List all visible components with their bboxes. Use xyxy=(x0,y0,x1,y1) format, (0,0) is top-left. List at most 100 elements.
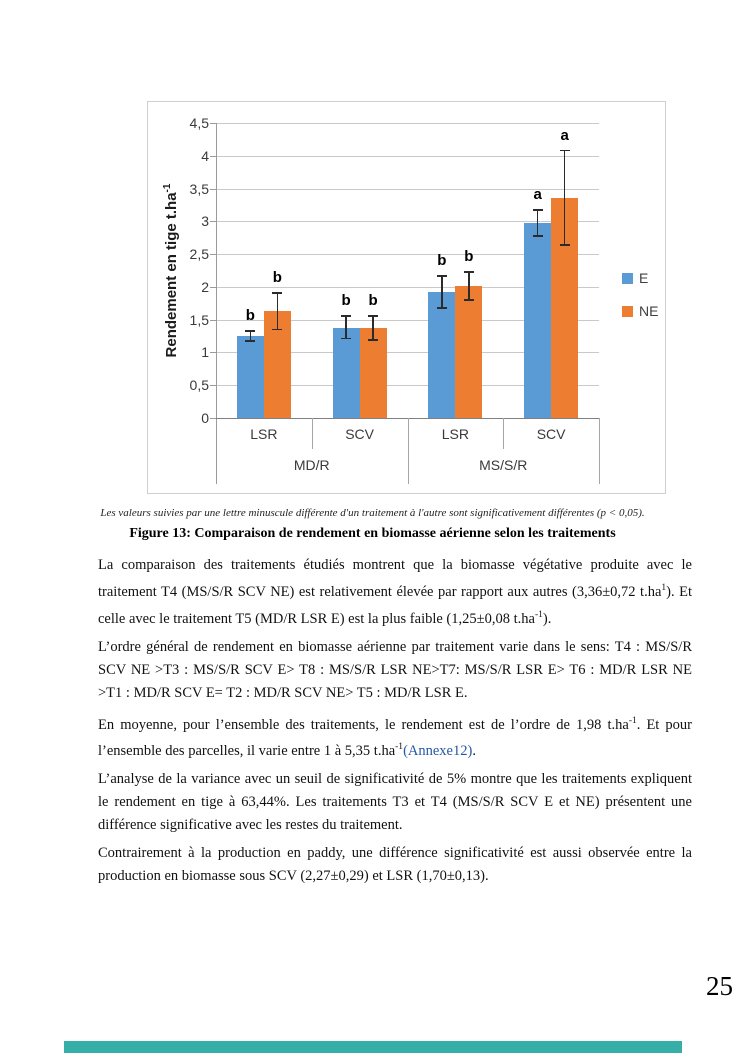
significance-letter: b xyxy=(245,306,255,324)
y-axis-tick xyxy=(210,188,216,190)
significance-letter: b xyxy=(464,248,474,266)
e-series-swatch xyxy=(622,273,633,284)
paragraph: Contrairement à la production en paddy, … xyxy=(98,842,692,888)
legend-item-e: E xyxy=(622,270,648,286)
gridline xyxy=(216,352,599,354)
text-segment: La comparaison des traitements étudiés m… xyxy=(98,557,692,600)
annexe-link[interactable]: (Annexe12) xyxy=(403,743,473,760)
y-tick-label: 1,5 xyxy=(189,311,209,328)
text-segment: L’ordre général de rendement en biomasse… xyxy=(98,638,692,701)
error-bar-cap xyxy=(559,149,570,152)
significance-letter: b xyxy=(272,268,282,286)
y-axis-tick xyxy=(210,385,216,387)
error-bar-line xyxy=(563,150,566,245)
category-label: SCV xyxy=(536,426,566,442)
text-segment: En moyenne, pour l’ensemble des traiteme… xyxy=(98,716,629,733)
y-axis-tick xyxy=(210,123,216,124)
page-number: 25 xyxy=(706,971,733,1001)
significance-letter: b xyxy=(341,292,351,310)
paragraph: L’analyse de la variance avec un seuil d… xyxy=(98,768,692,837)
y-tick-label: 3 xyxy=(201,213,209,230)
category-label: LSR xyxy=(250,426,278,442)
category-divider xyxy=(503,418,505,449)
figure13-chart: Rendement en tige t.ha-1 0 0,5 1 1,5 2 2,5 3 3,… xyxy=(147,101,666,494)
error-bar-cap xyxy=(463,299,474,301)
error-bar-cap xyxy=(436,275,447,278)
error-bar-cap xyxy=(272,328,283,331)
error-bar-line xyxy=(345,316,347,339)
error-bar-line xyxy=(536,210,539,237)
category-divider xyxy=(599,418,600,484)
y-tick-label: 0 xyxy=(201,410,209,426)
error-bar-cap xyxy=(368,315,379,318)
group-label: MS/S/R xyxy=(479,457,528,473)
legend-label: NE xyxy=(639,303,659,319)
error-bar-line xyxy=(276,292,279,330)
superscript: -1 xyxy=(534,609,543,620)
bottom-accent-bar xyxy=(64,1041,682,1053)
error-bar-cap xyxy=(559,243,570,246)
group-label: MD/R xyxy=(293,457,330,473)
bar-e xyxy=(332,327,360,418)
y-axis-tick xyxy=(210,319,216,321)
superscript: -1 xyxy=(628,715,637,726)
category-divider xyxy=(407,418,409,484)
error-bar-cap xyxy=(245,329,256,332)
text-segment: . Et pour l’ensemble des parcelles, il v… xyxy=(98,716,692,760)
y-tick-label: 1 xyxy=(201,344,209,361)
gridline xyxy=(216,221,599,223)
figure-note: Les valeurs suivies par une lettre minus… xyxy=(100,507,645,519)
paragraph: L’ordre général de rendement en biomasse… xyxy=(98,636,692,705)
plot-area: 0 0,5 1 1,5 2 2,5 3 3,5 4 4,5 MD/R LSR b b SCV b b MS/S/R… xyxy=(148,102,665,493)
error-bar-cap xyxy=(532,209,543,211)
category-label: SCV xyxy=(345,426,375,442)
text-segment: ). Et celle avec le traitement T5 (MD/R … xyxy=(98,583,693,627)
significance-letter: b xyxy=(368,292,378,310)
y-tick-label: 4,5 xyxy=(189,115,209,131)
figure-caption: Figure 13: Comparaison de rendement en b… xyxy=(129,526,616,541)
y-axis-tick xyxy=(210,155,216,157)
gridline xyxy=(216,286,599,288)
y-tick-label: 0,5 xyxy=(189,377,209,394)
gridline xyxy=(216,385,599,387)
y-tick-label: 3,5 xyxy=(189,180,209,197)
text-segment: L’analyse de la variance avec un seuil d… xyxy=(98,771,692,834)
y-axis-tick xyxy=(210,352,216,354)
category-label: LSR xyxy=(441,426,469,442)
bar-e xyxy=(524,223,552,418)
superscript: -1 xyxy=(395,742,404,753)
gridline xyxy=(216,254,599,256)
legend-item-ne: NE xyxy=(622,303,658,319)
gridline xyxy=(216,155,599,157)
bar-ne xyxy=(455,286,483,418)
error-bar-cap xyxy=(436,306,447,309)
error-bar-cap xyxy=(532,235,543,238)
y-axis-line xyxy=(216,123,217,484)
body-text: La comparaison des traitements étudiés m… xyxy=(98,554,692,893)
gridline xyxy=(216,319,599,321)
y-tick-label: 4 xyxy=(201,147,209,164)
y-axis-tick xyxy=(210,418,216,419)
text-segment: . xyxy=(472,743,476,760)
y-tick-label: 2 xyxy=(201,278,209,295)
bar-ne xyxy=(359,328,387,418)
y-tick-label: 2,5 xyxy=(189,246,209,263)
text-segment: Contrairement à la production en paddy, … xyxy=(98,845,692,885)
bar-e xyxy=(428,292,456,418)
ne-series-swatch xyxy=(622,306,633,317)
y-axis-tick xyxy=(210,254,216,256)
gridline xyxy=(216,123,599,124)
error-bar-line xyxy=(441,276,443,308)
paragraph: En moyenne, pour l’ensemble des traiteme… xyxy=(98,710,692,764)
category-divider xyxy=(311,418,313,449)
significance-letter: b xyxy=(437,252,447,270)
y-axis-tick xyxy=(210,286,216,288)
error-bar-cap xyxy=(463,271,474,274)
error-bar-line xyxy=(249,330,252,342)
error-bar-line xyxy=(468,272,470,300)
significance-letter: a xyxy=(560,126,569,144)
text-segment: ). xyxy=(542,610,552,627)
error-bar-line xyxy=(372,316,374,340)
error-bar-cap xyxy=(245,340,256,343)
